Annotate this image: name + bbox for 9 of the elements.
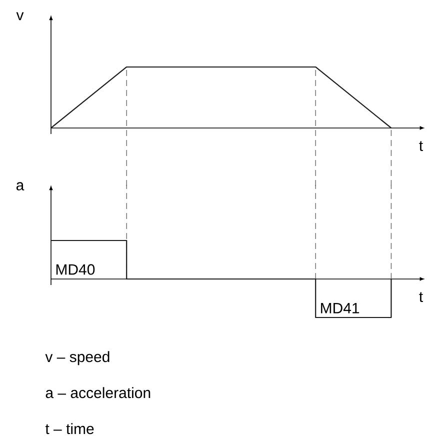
x-axis-title: t [419,292,423,302]
x-axis-title: t [419,141,423,152]
annotation: MD41 [321,302,360,314]
text: v – speed [45,351,110,366]
text: a – acceleration [46,387,150,398]
annotation: MD40 [56,264,95,275]
y-axis-title: v [16,12,24,20]
text: t – time [45,423,94,434]
y-axis-title: a [16,182,24,190]
